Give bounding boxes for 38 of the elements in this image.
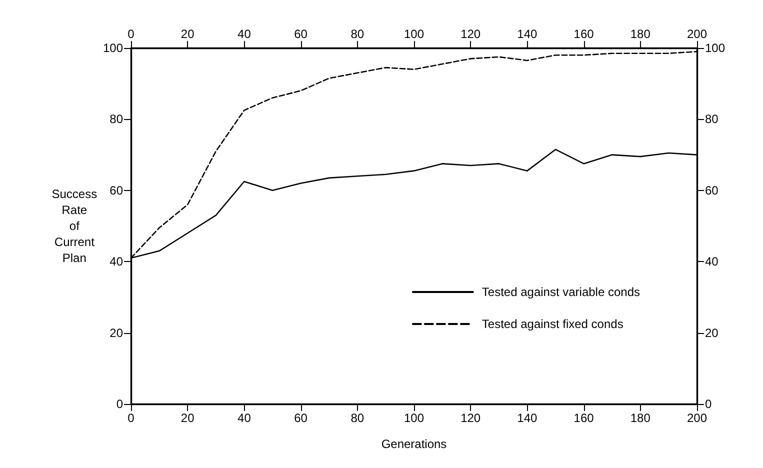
x-tick-label: 180 [630, 411, 651, 425]
y-tick-label: 0 [116, 397, 124, 411]
x2-tick-label: 160 [574, 27, 594, 41]
legend-label: Tested against variable conds [482, 285, 640, 299]
x-tick-label: 140 [517, 411, 538, 425]
y-axis-title: Success Rate of Current Plan [52, 187, 98, 265]
x-axis-title: Generations [381, 437, 447, 451]
x2-tick-label: 60 [294, 27, 308, 41]
x2-tick-label: 140 [517, 27, 538, 41]
y-tick-label: 80 [110, 112, 124, 126]
y-tick-label: 100 [102, 41, 124, 55]
x-tick-label: 200 [686, 411, 708, 425]
y-tick-label: 40 [110, 254, 124, 269]
x-tick-label: 60 [294, 411, 308, 425]
x-tick-label: 160 [574, 411, 594, 425]
y2-tick-label: 0 [705, 397, 712, 411]
x-tick-label: 40 [238, 411, 252, 425]
x2-tick-label: 20 [180, 27, 195, 41]
x2-tick-label: 120 [460, 27, 481, 41]
y2-tick-label: 40 [705, 254, 719, 269]
y2-tick-label: 60 [705, 183, 719, 198]
y-tick-label: 20 [110, 326, 124, 340]
x2-tick-label: 40 [238, 27, 252, 41]
y-tick-label: 60 [110, 183, 124, 198]
y2-tick-label: 20 [705, 326, 719, 340]
x2-tick-label: 200 [686, 27, 708, 41]
x-tick-label: 0 [128, 411, 135, 425]
y2-tick-label: 80 [705, 112, 719, 126]
x2-tick-label: 80 [350, 27, 364, 41]
x2-tick-label: 0 [128, 27, 135, 41]
x-tick-label: 100 [404, 411, 424, 425]
x2-tick-label: 100 [404, 27, 424, 41]
legend-label: Tested against fixed conds [482, 317, 624, 331]
x2-tick-label: 180 [630, 27, 651, 41]
y2-tick-label: 100 [705, 41, 726, 55]
x-tick-label: 80 [350, 411, 364, 425]
x-tick-label: 120 [460, 411, 481, 425]
x-tick-label: 20 [180, 411, 195, 425]
